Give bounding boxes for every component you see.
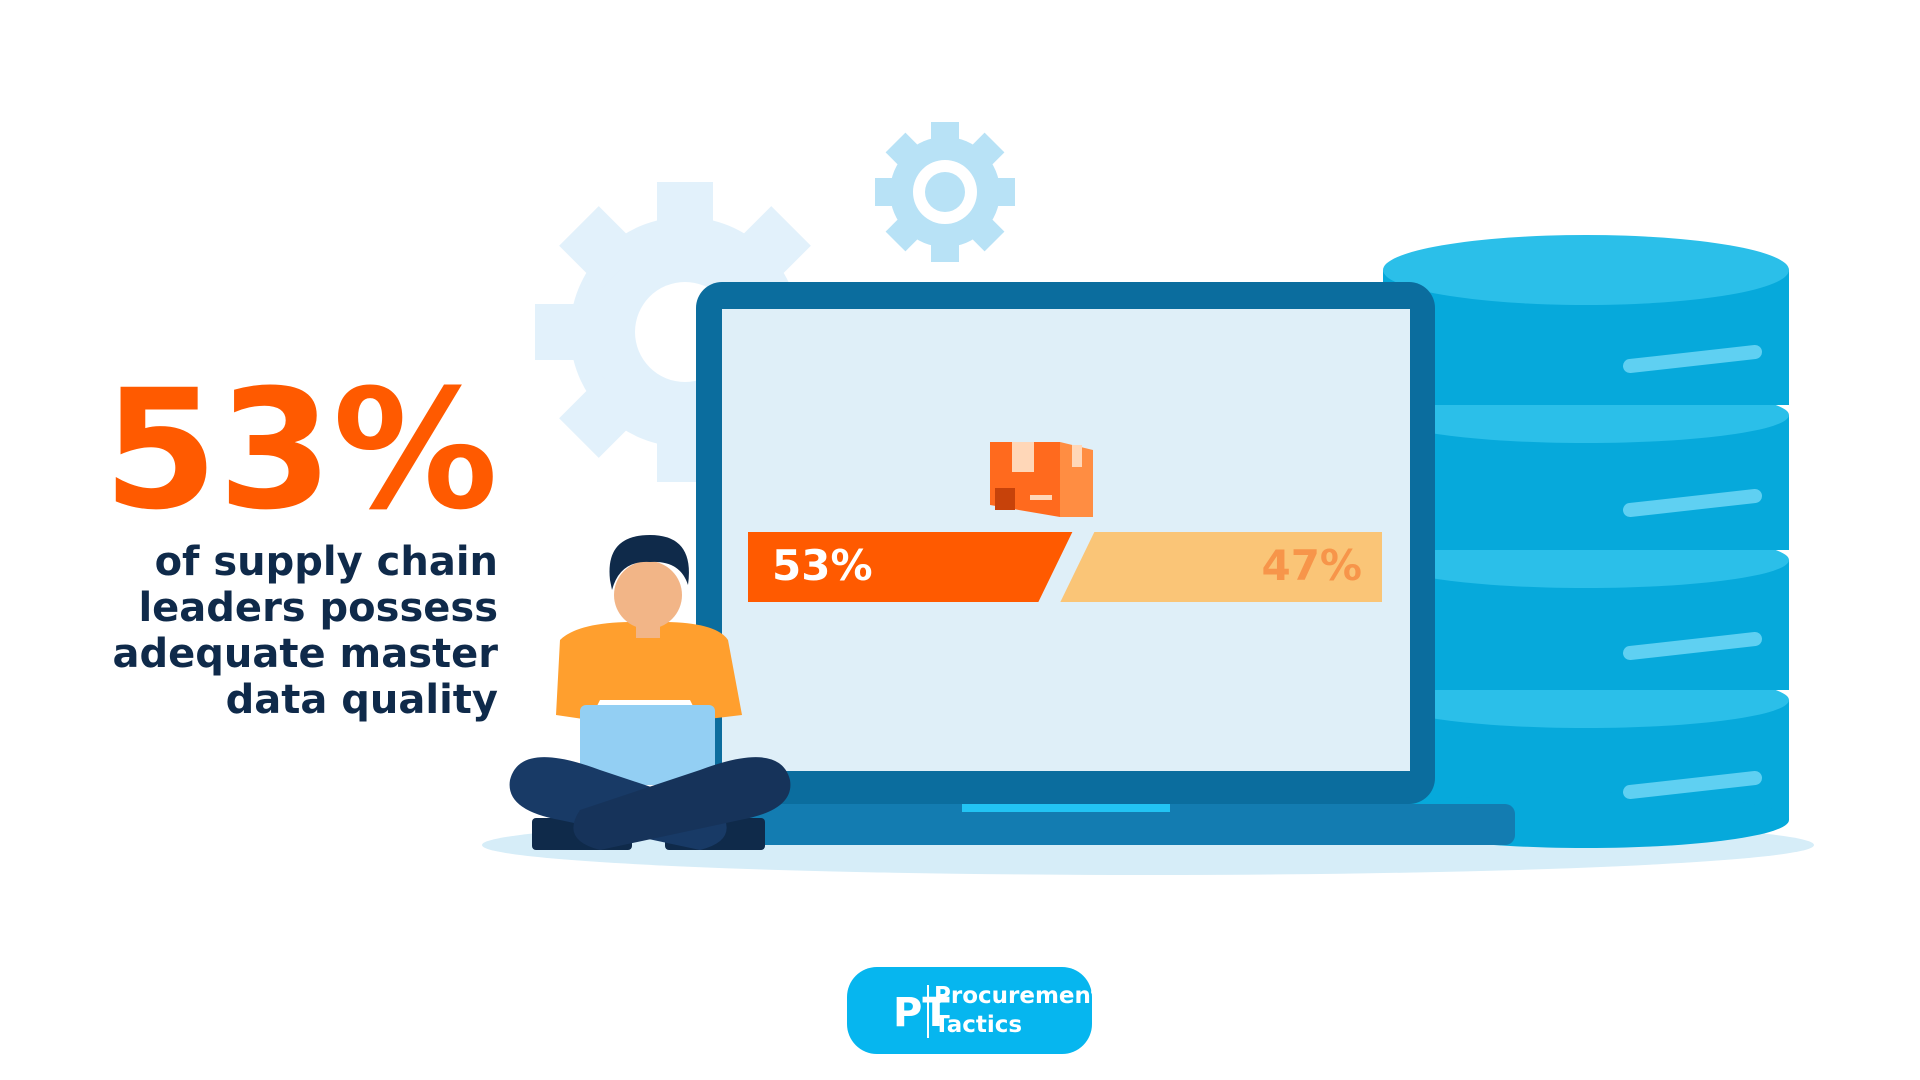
- split-bar: 53% 47%: [748, 532, 1382, 602]
- headline-line: leaders possess: [138, 585, 498, 631]
- logo-text: Tactics: [934, 1012, 1022, 1038]
- headline-line: of supply chain: [155, 539, 498, 585]
- headline-stat: 53%: [103, 354, 498, 546]
- logo: PT Procurement Tactics: [847, 967, 1102, 1054]
- bar-label: 53%: [772, 541, 873, 590]
- bar-segment: [748, 532, 1073, 602]
- logo-text: Procurement: [934, 983, 1102, 1009]
- bar-label: 47%: [1261, 541, 1362, 590]
- headline-line: data quality: [226, 677, 498, 723]
- person: [509, 535, 791, 850]
- box-icon: [990, 442, 1093, 517]
- gear-small: [875, 122, 1015, 262]
- headline-line: adequate master: [113, 631, 499, 677]
- database: [1383, 235, 1789, 848]
- bar-segment: [1060, 532, 1382, 602]
- logo-mark: PT: [893, 990, 950, 1036]
